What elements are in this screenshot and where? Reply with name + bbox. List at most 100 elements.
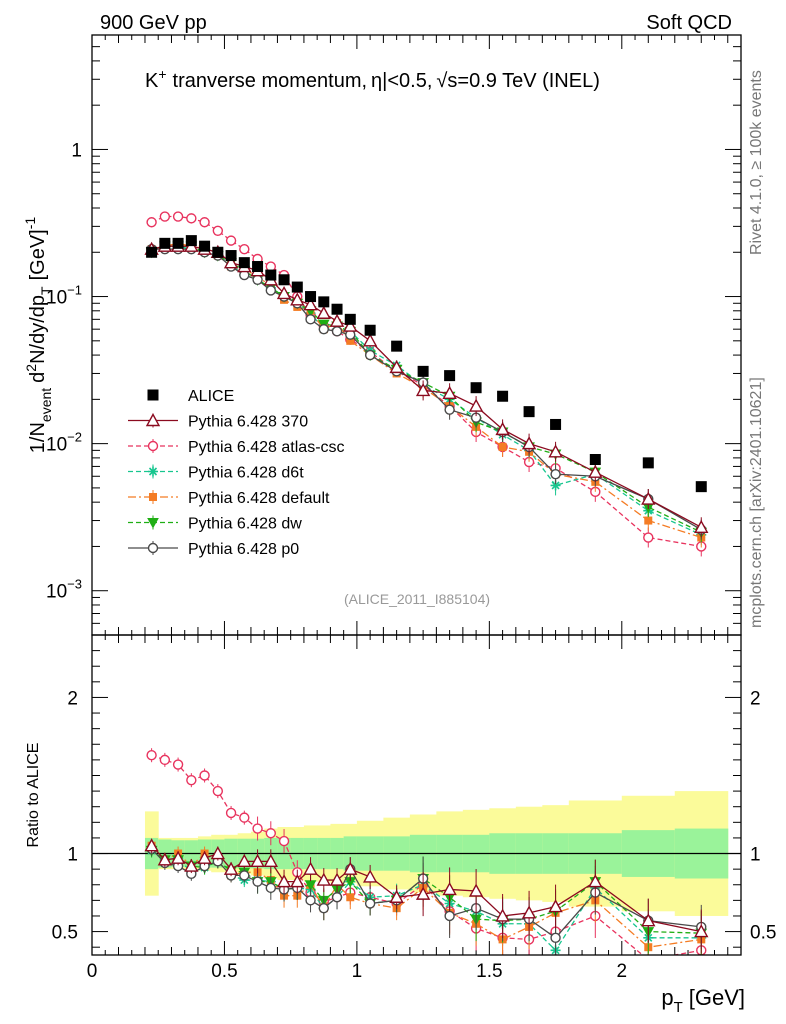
title-tranverse: tranverse momentum, — [173, 70, 368, 92]
ratio-point — [331, 892, 343, 903]
ratio-point — [252, 876, 263, 887]
legend-marker — [145, 413, 161, 427]
data-point — [343, 318, 358, 332]
ratio-point — [186, 774, 197, 786]
ratio-point — [199, 770, 210, 781]
data-point — [212, 225, 224, 236]
data-point — [265, 269, 277, 281]
upper-series-layer — [144, 211, 709, 557]
ratio-point — [521, 905, 537, 919]
ratio-point — [210, 846, 226, 860]
data-point — [199, 240, 211, 252]
x-tick-label: 2 — [617, 961, 628, 982]
data-point — [146, 217, 157, 228]
data-point — [316, 305, 331, 319]
title-energy: =0.9 TeV (INEL) — [457, 70, 599, 92]
ratio-point — [144, 838, 159, 852]
series-line — [151, 215, 702, 548]
legend-marker — [147, 389, 159, 401]
x-tick-label: 0 — [87, 961, 98, 982]
ratio-point — [495, 908, 510, 922]
ratio-point — [316, 872, 331, 886]
data-point — [550, 480, 561, 491]
ratio-point — [364, 898, 376, 909]
ratio-point — [212, 785, 224, 797]
upper-axes: 1 10−1 10−2 10−3 — [46, 34, 742, 636]
data-point — [444, 404, 455, 415]
ratio-point — [265, 828, 277, 839]
legend-label: Pythia 6.428 default — [188, 490, 330, 507]
upper-series-alice — [146, 235, 707, 493]
ratio-point — [223, 861, 239, 875]
data-point — [331, 326, 343, 337]
data-point — [186, 213, 197, 224]
data-point — [470, 382, 482, 394]
ratio-point — [276, 874, 292, 888]
upper-y-tick-label: 1 — [71, 140, 82, 161]
ratio-point — [146, 749, 157, 761]
analysis-watermark: (ALICE_2011_I885104) — [344, 591, 490, 607]
legend-marker — [149, 493, 157, 501]
ratio-point — [303, 861, 318, 875]
upper-y-tick-label: 10−3 — [46, 577, 82, 603]
data-point — [185, 235, 197, 247]
ratio-point — [362, 869, 378, 883]
header-right: Soft QCD — [646, 12, 732, 34]
legend-entry: ALICE — [147, 388, 234, 405]
upper-y-tick-label: 10−1 — [46, 283, 82, 309]
data-point — [265, 285, 277, 296]
upper-y-label: 1/Neventd2N/dy/dpT[GeV]-1 — [22, 217, 54, 454]
legend: ALICE Pythia 6.428 370 Pythia 6.428 atlas-… — [128, 388, 345, 558]
ratio-point — [548, 899, 563, 913]
data-point — [641, 491, 656, 505]
data-point — [642, 457, 654, 469]
legend-label: Pythia 6.428 d6t — [188, 465, 304, 482]
data-point — [521, 436, 537, 450]
lower-y-tick-label: 0.5 — [52, 923, 78, 944]
data-point — [212, 246, 224, 258]
data-point — [495, 421, 510, 436]
data-point — [278, 274, 290, 286]
legend-label: Pythia 6.428 atlas-csc — [188, 439, 345, 456]
ratio-point — [252, 823, 263, 834]
ratio-point — [415, 886, 431, 900]
lower-y-tick-label-right: 2 — [750, 688, 761, 709]
title-k: K — [145, 70, 159, 92]
ratio-point — [197, 850, 212, 864]
data-point — [305, 314, 316, 325]
data-point — [146, 246, 158, 258]
data-point — [548, 444, 563, 458]
data-point — [225, 250, 237, 262]
data-point — [238, 257, 250, 269]
ratio-point — [239, 812, 250, 823]
legend-entry: Pythia 6.428 370 — [128, 413, 308, 431]
legend-entry: Pythia 6.428 p0 — [128, 541, 299, 558]
lower-frame — [91, 634, 742, 956]
ratio-point — [329, 872, 345, 886]
ratio-point — [444, 910, 455, 922]
ratio-series-pythia-6-428-370 — [144, 838, 709, 954]
data-point — [239, 243, 250, 255]
lower-y-label: Ratio to ALICE — [25, 743, 42, 848]
data-point — [344, 313, 356, 325]
legend-entry: Pythia 6.428 atlas-csc — [128, 439, 345, 456]
ratio-point — [641, 913, 656, 927]
data-point — [468, 398, 484, 412]
rivet-version: Rivet 4.1.0, ≥ 100k events — [748, 70, 765, 255]
data-point — [318, 323, 329, 335]
x-tick-label: 0.5 — [211, 961, 237, 982]
legend-label: Pythia 6.428 370 — [188, 414, 308, 431]
data-point — [643, 532, 654, 543]
lower-y-tick-label-right: 1 — [750, 845, 761, 866]
data-point — [291, 281, 303, 293]
data-point — [329, 313, 345, 327]
data-point — [498, 442, 507, 451]
data-point — [199, 217, 210, 228]
ratio-point — [278, 835, 290, 847]
ratio-point — [389, 889, 404, 903]
data-point — [550, 418, 562, 430]
data-point — [172, 211, 184, 222]
ratio-point — [694, 924, 709, 938]
ratio-point — [442, 881, 457, 896]
legend-marker — [147, 518, 159, 529]
